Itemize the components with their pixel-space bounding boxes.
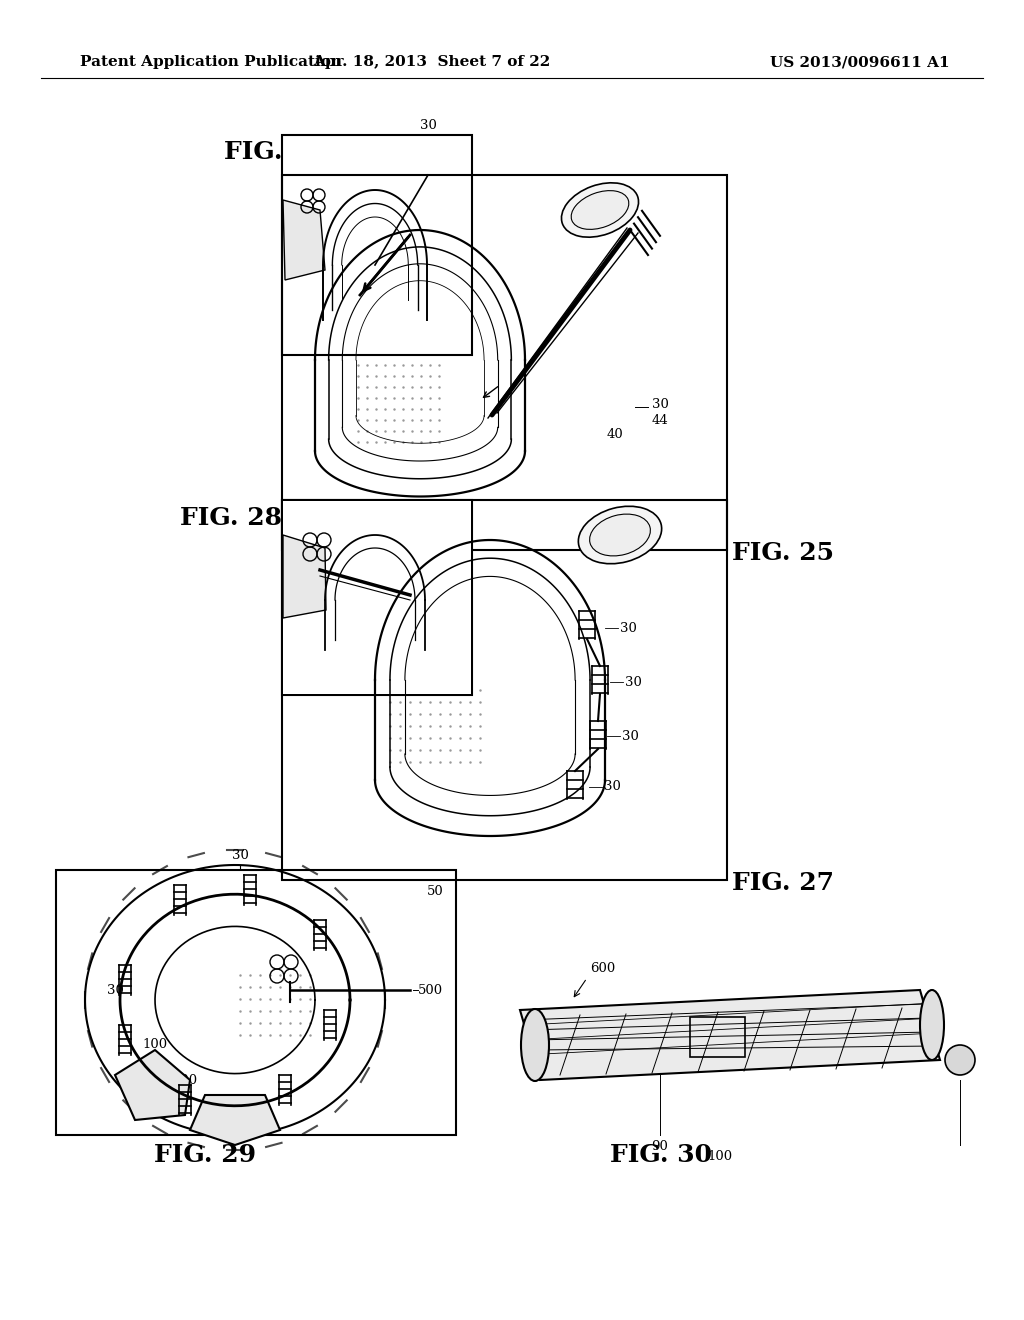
Text: US 2013/0096611 A1: US 2013/0096611 A1	[770, 55, 950, 69]
Text: 30: 30	[622, 730, 639, 742]
Text: 90: 90	[651, 1140, 669, 1152]
Bar	[57, 871, 455, 1134]
Ellipse shape	[920, 990, 944, 1060]
Ellipse shape	[590, 513, 650, 556]
Polygon shape	[283, 535, 326, 618]
Text: 30: 30	[106, 983, 124, 997]
Text: Patent Application Publication: Patent Application Publication	[80, 55, 342, 69]
Text: 100: 100	[142, 1039, 168, 1052]
Ellipse shape	[571, 190, 629, 230]
Bar	[282, 135, 472, 355]
Polygon shape	[283, 201, 325, 280]
Text: 40: 40	[606, 429, 624, 441]
Text: 30: 30	[620, 622, 637, 635]
Text: 30: 30	[231, 849, 249, 862]
Text: 44: 44	[652, 413, 669, 426]
Bar	[282, 500, 727, 880]
Bar	[690, 1016, 745, 1057]
Ellipse shape	[521, 1008, 549, 1081]
Polygon shape	[190, 1096, 280, 1144]
Text: FIG. 30: FIG. 30	[610, 1143, 712, 1167]
Text: FIG. 26: FIG. 26	[224, 140, 326, 164]
Bar	[282, 500, 472, 696]
Text: 30: 30	[625, 676, 642, 689]
Ellipse shape	[579, 507, 662, 564]
Text: 30: 30	[652, 399, 669, 412]
Ellipse shape	[561, 182, 639, 238]
Text: 500: 500	[418, 983, 443, 997]
Bar	[283, 502, 471, 694]
Bar	[283, 136, 471, 354]
Bar	[283, 502, 726, 879]
Text: 30: 30	[420, 119, 436, 132]
Text: 50: 50	[427, 884, 443, 898]
Text: 30: 30	[368, 615, 385, 628]
Polygon shape	[520, 990, 940, 1080]
Text: FIG. 28: FIG. 28	[180, 506, 282, 531]
Text: FIG. 27: FIG. 27	[732, 871, 834, 895]
Circle shape	[945, 1045, 975, 1074]
Text: 600: 600	[590, 962, 615, 975]
Text: 100: 100	[172, 1073, 198, 1086]
Text: Apr. 18, 2013  Sheet 7 of 22: Apr. 18, 2013 Sheet 7 of 22	[313, 55, 551, 69]
Text: FIG. 25: FIG. 25	[732, 541, 834, 565]
Bar	[56, 870, 456, 1135]
Bar	[282, 176, 727, 550]
Text: FIG. 29: FIG. 29	[154, 1143, 256, 1167]
Text: 30: 30	[604, 780, 621, 793]
Polygon shape	[115, 1049, 190, 1119]
Text: 50: 50	[422, 554, 438, 568]
Text: 100: 100	[708, 1150, 732, 1163]
Bar	[283, 176, 726, 549]
